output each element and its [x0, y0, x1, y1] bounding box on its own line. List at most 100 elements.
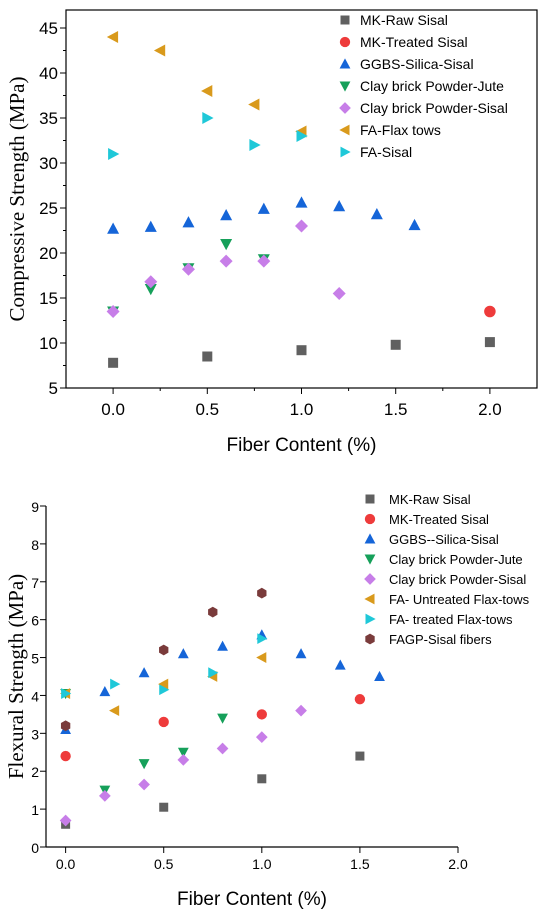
legend-marker — [364, 513, 376, 525]
series-2 — [60, 629, 385, 735]
legend-label: Clay brick Powder-Jute — [360, 78, 504, 94]
legend: MK-Raw Sisal MK-Treated Sisal GGBS--Silica… — [364, 492, 530, 647]
y-tick-label: 2 — [31, 764, 39, 780]
data-point — [220, 208, 233, 221]
legend-label: GGBS--Silica-Sisal — [389, 532, 499, 547]
x-tick-label: 1.0 — [252, 856, 272, 872]
data-point — [255, 731, 268, 743]
legend-label: GGBS-Silica-Sisal — [360, 56, 474, 72]
data-point — [106, 305, 120, 318]
legend-marker — [340, 146, 351, 158]
y-axis-title: Compressive Strength (MPa) — [5, 77, 29, 322]
data-point — [108, 357, 119, 368]
legend-label: MK-Treated Sisal — [389, 512, 489, 527]
legend: MK-Raw Sisal MK-Treated Sisal GGBS-Silica-… — [339, 12, 508, 160]
data-point — [248, 98, 260, 111]
y-tick-label: 20 — [39, 244, 58, 263]
x-tick-label: 1.5 — [350, 856, 370, 872]
flexural-strength-chart: 0.0 0.5 1.0 1.5 2.0 0 1 2 3 4 5 6 7 8 9 Fiber Content (… — [4, 492, 530, 910]
legend-label: MK-Raw Sisal — [360, 12, 448, 28]
data-point — [99, 790, 111, 802]
series-7 — [60, 587, 267, 732]
data-point — [332, 287, 346, 300]
y-tick-label: 8 — [31, 537, 39, 553]
data-point — [208, 667, 219, 679]
data-point — [182, 216, 195, 228]
x-tick-label: 0.5 — [195, 400, 219, 419]
data-point — [370, 208, 383, 220]
data-point — [334, 659, 346, 670]
data-point — [60, 720, 71, 732]
data-point — [177, 648, 189, 659]
data-point — [177, 754, 190, 766]
x-tick-label: 0.5 — [154, 856, 174, 872]
data-point — [295, 196, 308, 208]
legend-marker — [364, 593, 375, 605]
compressive-strength-chart: 0.0 0.5 1.0 1.5 2.0 5 10 15 20 25 30 35 40 45 Fiber Co… — [5, 9, 538, 456]
data-point — [257, 587, 267, 599]
legend-marker — [340, 15, 350, 25]
data-point — [217, 713, 228, 724]
legend-label: MK-Treated Sisal — [360, 34, 468, 50]
series-5 — [59, 652, 267, 716]
data-point — [484, 305, 496, 318]
data-point — [249, 139, 261, 151]
y-axis-title: Flexural Strength (MPa) — [4, 574, 28, 779]
data-point — [59, 814, 72, 827]
data-point — [296, 130, 308, 142]
series-0 — [108, 337, 495, 368]
data-point — [108, 148, 120, 160]
data-point — [110, 678, 121, 690]
legend-marker — [364, 533, 376, 544]
legend-label: Clay brick Powder-Sisal — [360, 100, 508, 116]
data-point — [374, 670, 385, 681]
data-point — [144, 220, 157, 232]
series-1 — [484, 305, 496, 318]
data-point — [138, 778, 150, 791]
data-point — [138, 667, 150, 678]
legend-label: Clay brick Powder-Sisal — [389, 572, 526, 587]
y-tick-label: 3 — [31, 726, 39, 742]
data-point — [296, 345, 307, 356]
legend-marker — [339, 58, 351, 69]
data-point — [158, 716, 169, 728]
series-1 — [60, 694, 366, 762]
data-point — [408, 218, 421, 231]
y-tick-label: 0 — [31, 840, 39, 856]
legend-label: FA- treated Flax-tows — [389, 612, 513, 627]
data-point — [257, 254, 271, 268]
series-4 — [59, 704, 307, 827]
y-tick-label: 5 — [31, 651, 39, 667]
data-point — [153, 44, 166, 57]
series-3 — [107, 239, 270, 318]
data-point — [177, 747, 189, 758]
legend-marker — [365, 633, 375, 645]
legend-marker — [365, 494, 375, 504]
data-point — [295, 648, 307, 659]
data-point — [144, 284, 157, 296]
legend-label: FA-Sisal — [360, 144, 412, 160]
y-tick-label: 45 — [39, 19, 58, 38]
y-tick-label: 40 — [39, 64, 58, 83]
data-point — [257, 774, 267, 784]
y-tick-label: 30 — [39, 154, 58, 173]
data-point — [256, 652, 267, 663]
data-point — [99, 686, 111, 697]
data-point — [106, 31, 119, 43]
data-point — [220, 239, 233, 251]
series-6 — [61, 633, 268, 699]
y-tick-label: 15 — [39, 289, 58, 308]
data-point — [295, 219, 308, 233]
data-point — [202, 112, 214, 124]
data-point — [181, 262, 195, 276]
y-tick-label: 10 — [39, 334, 58, 353]
data-point — [484, 337, 495, 348]
legend-label: FAGP-Sisal fibers — [389, 632, 492, 647]
x-tick-label: 0.0 — [56, 856, 76, 872]
y-tick-label: 25 — [39, 199, 58, 218]
y-tick-label: 7 — [31, 575, 39, 591]
legend-marker — [339, 81, 351, 92]
x-axis-title: Fiber Content (%) — [227, 435, 377, 456]
data-point — [217, 640, 228, 651]
